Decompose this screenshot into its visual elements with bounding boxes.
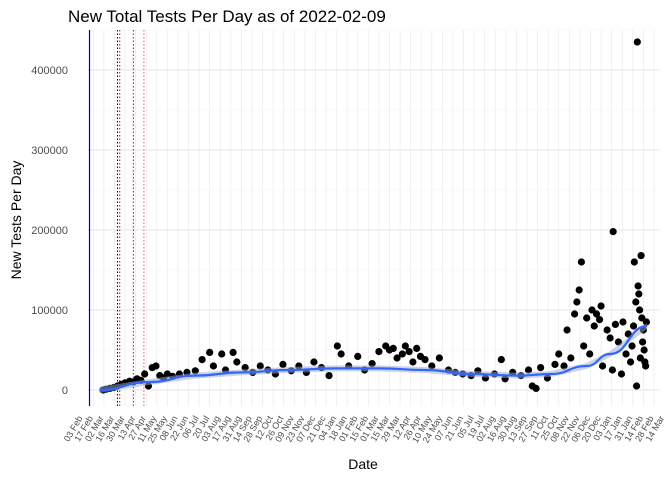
data-point (218, 350, 226, 358)
y-tick-label: 100000 (31, 305, 68, 317)
data-point (580, 342, 588, 350)
y-axis-title: New Tests Per Day (8, 161, 24, 280)
data-point (389, 344, 397, 352)
data-points (99, 38, 650, 394)
data-point (637, 252, 645, 260)
data-point (152, 362, 160, 370)
data-point (206, 348, 214, 356)
data-point (393, 354, 401, 362)
data-point (608, 366, 616, 374)
data-point (575, 286, 583, 294)
data-point (435, 354, 443, 362)
vertical-markers (88, 30, 145, 406)
data-point (325, 372, 333, 380)
data-point (592, 310, 601, 318)
data-point (421, 356, 429, 364)
data-point (598, 362, 607, 370)
data-point (635, 306, 644, 314)
data-point (603, 326, 611, 334)
data-point (354, 352, 362, 360)
y-tick-label: 200000 (31, 225, 68, 237)
data-point (639, 338, 647, 346)
data-point (609, 228, 617, 236)
data-point (626, 358, 635, 366)
data-point (563, 326, 571, 334)
data-point (583, 314, 591, 322)
x-axis-title: Date (348, 456, 378, 472)
grid (88, 29, 660, 406)
data-point (634, 282, 642, 290)
y-tick-label: 300000 (31, 145, 68, 157)
data-point (611, 320, 620, 328)
data-point (633, 38, 641, 46)
data-point (532, 384, 540, 392)
data-point (586, 350, 594, 358)
data-point (398, 350, 406, 358)
data-point (256, 362, 264, 370)
data-point (279, 360, 287, 368)
data-point (619, 318, 627, 326)
y-tick-label: 400000 (31, 65, 68, 77)
data-point (629, 322, 638, 330)
data-point (524, 366, 533, 374)
data-point (333, 342, 341, 350)
chart-title: New Total Tests Per Day as of 2022-02-09 (68, 7, 386, 26)
data-point (401, 342, 409, 350)
data-point (597, 302, 605, 310)
data-point (632, 298, 640, 306)
data-point (640, 346, 648, 354)
data-point (573, 298, 581, 306)
data-point (375, 348, 383, 356)
data-point (555, 350, 563, 358)
data-point (642, 362, 650, 370)
y-axis-ticks: 0 100000 200000 300000 400000 (31, 65, 68, 397)
trend-confidence-band (99, 323, 648, 393)
trend-line-group (99, 323, 648, 393)
data-point (567, 354, 575, 362)
data-point (141, 370, 149, 378)
data-point (632, 382, 641, 390)
data-point (198, 356, 206, 364)
data-point (229, 348, 237, 356)
data-point (590, 322, 598, 330)
data-point (635, 290, 643, 298)
data-point (617, 370, 626, 378)
data-point (606, 334, 614, 342)
data-point (551, 360, 559, 368)
data-point (537, 364, 545, 372)
data-point (630, 258, 638, 266)
data-point (337, 350, 345, 358)
data-point (577, 258, 586, 266)
data-point (624, 330, 632, 338)
data-point (310, 358, 318, 366)
data-point (571, 310, 579, 318)
data-point (595, 316, 604, 324)
trend-line (99, 324, 648, 392)
data-point (233, 358, 241, 366)
data-point (628, 342, 636, 350)
data-point (409, 358, 417, 366)
data-point (622, 350, 630, 358)
y-tick-label: 0 (62, 385, 68, 397)
data-point (642, 318, 650, 326)
data-point (497, 356, 505, 364)
data-point (413, 344, 421, 352)
data-point (209, 362, 218, 370)
data-point (405, 348, 413, 356)
